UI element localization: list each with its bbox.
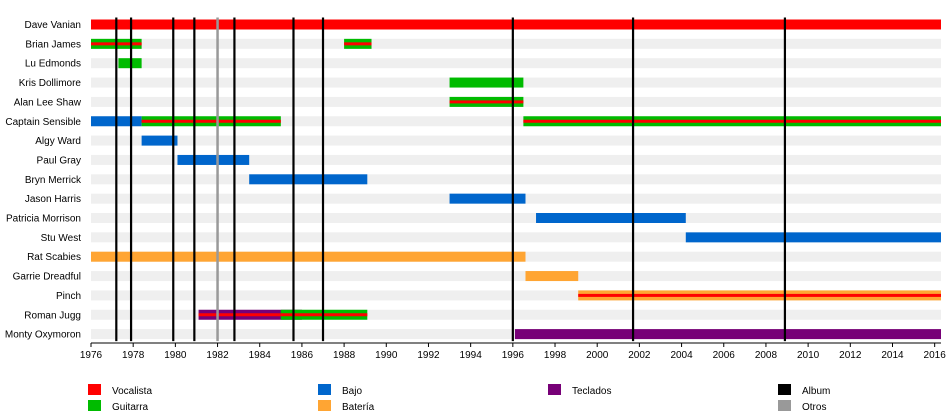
x-tick-label: 1998 xyxy=(544,350,567,361)
legend-swatch xyxy=(88,384,101,395)
row-stripe xyxy=(91,154,941,165)
member-bar xyxy=(141,135,178,146)
x-tick-label: 2014 xyxy=(881,350,904,361)
member-bar-secondary xyxy=(198,313,302,317)
member-bar-secondary xyxy=(344,42,372,46)
legend-label: Teclados xyxy=(572,386,611,397)
legend-swatch xyxy=(318,400,331,411)
x-tick-label: 1976 xyxy=(80,350,103,361)
x-tick-label: 2004 xyxy=(670,350,693,361)
legend-swatch xyxy=(88,400,101,411)
legend-swatch xyxy=(778,400,791,411)
legend-label: Bajo xyxy=(342,386,362,397)
x-tick-label: 1996 xyxy=(502,350,525,361)
member-label: Monty Oxymoron xyxy=(5,330,81,341)
member-bar xyxy=(536,213,686,223)
legend-label: Otros xyxy=(802,402,826,413)
member-bar xyxy=(685,232,941,243)
x-tick-label: 2012 xyxy=(839,350,862,361)
member-label: Roman Jugg xyxy=(24,310,81,321)
row-stripe xyxy=(91,38,941,49)
member-bar xyxy=(449,193,526,204)
row-stripe xyxy=(91,174,941,185)
legend-label: Batería xyxy=(342,402,375,413)
member-bar xyxy=(249,174,368,185)
x-tick-label: 2000 xyxy=(586,350,609,361)
x-tick-label: 1988 xyxy=(333,350,356,361)
member-label: Pinch xyxy=(56,291,81,302)
row-stripe xyxy=(91,309,941,320)
x-tick-label: 1994 xyxy=(460,350,483,361)
member-bar xyxy=(449,77,524,88)
member-label: Jason Harris xyxy=(25,194,81,205)
member-label: Algy Ward xyxy=(35,136,81,147)
x-axis: 1976 1978 1980 1982 1984 1986 1988 1990 1992 1994… xyxy=(80,342,947,361)
x-tick-label: 1990 xyxy=(375,350,398,361)
member-bars xyxy=(91,19,941,340)
member-label: Kris Dollimore xyxy=(19,78,82,89)
legend-swatch xyxy=(548,384,561,395)
row-stripe xyxy=(91,116,941,127)
legend-swatch xyxy=(318,384,331,395)
row-stripe xyxy=(91,135,941,146)
member-bar-secondary xyxy=(578,293,941,297)
row-stripe xyxy=(91,271,941,282)
x-tick-label: 1978 xyxy=(122,350,145,361)
member-label: Patricia Morrison xyxy=(6,214,81,225)
member-label: Garrie Dreadful xyxy=(13,272,81,283)
row-stripe xyxy=(91,290,941,301)
member-bar xyxy=(177,154,250,165)
x-tick-label: 2008 xyxy=(755,350,778,361)
member-label: Paul Gray xyxy=(37,155,81,166)
x-tick-label: 1992 xyxy=(417,350,440,361)
x-tick-label: 1982 xyxy=(206,350,229,361)
member-label: Brian James xyxy=(25,39,81,50)
member-labels: Dave Vanian Brian James Lu Edmonds Kris Dol… xyxy=(5,20,82,341)
member-label: Rat Scabies xyxy=(27,252,81,263)
album-lines xyxy=(115,17,787,342)
member-bar-secondary xyxy=(523,119,941,123)
member-bar xyxy=(91,19,941,30)
x-tick-label: 2016 xyxy=(924,350,947,361)
legend-swatch xyxy=(778,384,791,395)
member-bar-secondary xyxy=(449,100,524,104)
x-tick-label: 1980 xyxy=(164,350,187,361)
member-bar xyxy=(525,271,579,282)
member-label: Stu West xyxy=(41,233,82,244)
member-label: Lu Edmonds xyxy=(25,59,81,70)
member-bar xyxy=(91,251,526,262)
legend: Vocalista Guitarra Bajo Batería Teclados Albu… xyxy=(88,384,830,413)
x-tick-label: 2002 xyxy=(628,350,651,361)
legend-label: Guitarra xyxy=(112,402,149,413)
row-stripe xyxy=(91,58,941,69)
legend-label: Vocalista xyxy=(112,386,152,397)
row-stripe xyxy=(91,213,941,223)
row-stripe xyxy=(91,232,941,243)
x-tick-label: 1984 xyxy=(249,350,272,361)
member-label: Captain Sensible xyxy=(5,117,81,128)
x-tick-label: 2010 xyxy=(797,350,820,361)
x-tick-label: 1986 xyxy=(291,350,314,361)
member-label: Bryn Merrick xyxy=(25,175,82,186)
member-label: Alan Lee Shaw xyxy=(14,97,82,108)
member-bar-secondary xyxy=(141,119,281,123)
member-label: Dave Vanian xyxy=(24,20,81,31)
legend-label: Album xyxy=(802,386,830,397)
member-bar xyxy=(514,329,941,340)
x-tick-label: 2006 xyxy=(713,350,736,361)
